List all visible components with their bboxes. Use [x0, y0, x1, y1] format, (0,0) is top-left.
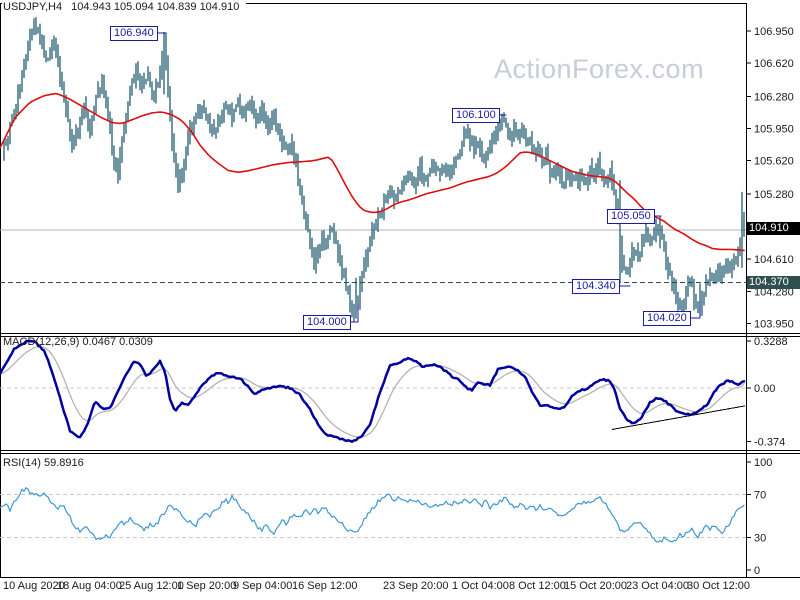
x-axis-label: 25 Aug 12:00: [119, 580, 184, 592]
symbol-info-bar: USDJPY,H4 104.943 105.094 104.839 104.910: [2, 1, 247, 14]
x-axis-label: 23 Oct 04:00: [626, 580, 689, 592]
price-annotation-box: 106.940: [110, 26, 158, 41]
x-axis-label: 9 Sep 04:00: [233, 580, 293, 592]
macd-trendline: [611, 405, 746, 430]
x-axis-label: 10 Aug 2020: [3, 580, 65, 592]
y-axis-label: 103.950: [754, 319, 794, 331]
x-axis-label: 30 Oct 12:00: [687, 580, 750, 592]
y-axis-label: 104.280: [754, 286, 794, 298]
macd-main-line: [0, 339, 746, 443]
annotation-connector: [348, 302, 359, 323]
y-axis-label: 105.950: [754, 124, 794, 136]
watermark: ActionForex.com: [494, 54, 705, 84]
x-axis-label: 8 Oct 12:00: [509, 580, 566, 592]
annotation-connector: [688, 300, 701, 319]
price-annotation-box: 106.100: [452, 108, 500, 123]
price-annotation-box: 104.340: [572, 279, 620, 294]
price-bars: [3, 17, 745, 322]
x-axis-label: 16 Sep 12:00: [292, 580, 358, 592]
current-price-axis-box: 104.910: [747, 222, 800, 235]
rsi-indicator-label: RSI(14) 59.8916: [3, 457, 84, 469]
price-annotation-box: 104.000: [303, 315, 351, 330]
y-axis-label: 106.950: [754, 26, 794, 38]
y-axis-label: 106.280: [754, 91, 794, 103]
x-axis-label: 1 Sep 20:00: [177, 580, 237, 592]
x-axis-label: 1 Oct 04:00: [452, 580, 509, 592]
moving-average-line: [0, 92, 745, 252]
rsi-axis-label: 70: [754, 489, 766, 501]
x-axis-label: 23 Sep 20:00: [383, 580, 449, 592]
rsi-axis-label: 0: [754, 565, 760, 577]
rsi-axis-label: 100: [754, 457, 772, 469]
x-axis-label: 15 Oct 20:00: [564, 580, 627, 592]
macd-indicator-label: MACD(12,26,9) 0.0467 0.0309: [3, 336, 153, 348]
y-axis-label: 104.610: [754, 254, 794, 266]
rsi-axis-label: 30: [754, 533, 766, 545]
hline-price-axis-box: 104.370: [747, 276, 800, 289]
price-annotation-box: 104.020: [643, 311, 691, 326]
rsi-line: [0, 487, 745, 543]
y-axis-label: 106.620: [754, 58, 794, 70]
y-axis-label: 105.620: [754, 156, 794, 168]
ohlc-values: 104.943 105.094 104.839 104.910: [71, 1, 240, 13]
macd-signal-line: [0, 346, 745, 438]
symbol-timeframe-label: USDJPY,H4: [3, 1, 63, 13]
macd-axis-label: -0.374: [754, 436, 785, 448]
macd-axis-label: 0.3288: [754, 336, 788, 348]
price-annotation-box: 105.050: [607, 209, 655, 224]
x-axis-label: 18 Aug 04:00: [57, 580, 122, 592]
y-axis-label: 105.280: [754, 189, 794, 201]
macd-axis-label: 0.00: [754, 383, 775, 395]
